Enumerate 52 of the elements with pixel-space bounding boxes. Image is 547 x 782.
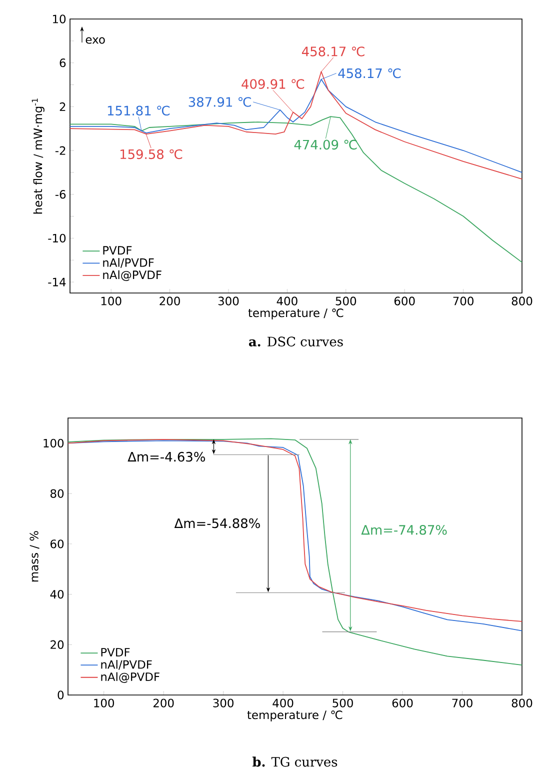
text: b. TG curves <box>252 756 338 767</box>
x-axis-title: temperature / ℃ <box>248 308 344 320</box>
x-tick-label: 300 <box>218 296 239 306</box>
x-tick-label: 100 <box>101 296 122 306</box>
annotation: 151.81 ℃ <box>108 106 170 116</box>
y-tick-label: 40 <box>50 590 64 599</box>
x-tick-label: 500 <box>336 296 356 306</box>
x-tick-label: 600 <box>392 698 413 708</box>
annotation: 387.91 ℃ <box>188 97 251 107</box>
x-tick-label: 200 <box>153 698 174 708</box>
y-tick-label: 2 <box>60 102 66 111</box>
y-axis-title: mass / % <box>30 531 40 582</box>
x-axis-title: temperature / ℃ <box>247 710 342 722</box>
x-tick-label: 300 <box>213 698 234 708</box>
x-tick-label: 700 <box>452 698 472 708</box>
x-tick-label: 200 <box>160 296 180 306</box>
legend-label: nAl@PVDF <box>101 672 160 683</box>
y-tick-label: 10 <box>53 14 66 24</box>
annotation: exo <box>86 37 105 44</box>
x-tick-label: 700 <box>453 296 474 306</box>
x-tick-label: 600 <box>394 296 415 306</box>
annotation: 458.17 ℃ <box>302 46 364 56</box>
legend-label: nAl@PVDF <box>103 270 162 282</box>
x-tick-label: 500 <box>332 698 353 708</box>
text: a. DSC curves <box>248 336 343 346</box>
annotation: 458.17 ℃ <box>338 68 401 78</box>
legend-label: PVDF <box>101 648 130 656</box>
annotation: 409.91 ℃ <box>242 79 304 89</box>
annotation: 474.09 ℃ <box>294 140 357 150</box>
annotation: Δm=-4.63% <box>128 452 206 462</box>
y-tick-label: 100 <box>44 438 64 448</box>
x-tick-label: 800 <box>512 296 532 306</box>
y-tick-label: 60 <box>50 540 64 548</box>
annotation: Δm=-74.87% <box>361 525 447 535</box>
y-tick-label: 80 <box>50 489 64 498</box>
x-tick-label: 100 <box>94 698 114 708</box>
y-tick-label: 20 <box>50 640 64 649</box>
y-tick-label: 0 <box>58 690 64 700</box>
y-tick-label: 6 <box>60 58 66 68</box>
y-tick-label: -6 <box>55 190 66 199</box>
annotation: Δm=-54.88% <box>174 518 260 528</box>
x-tick-label: 400 <box>276 296 298 306</box>
legend-label: nAl/PVDF <box>101 660 152 670</box>
y-axis-title: heat flow / mW·mg$^{-1}$ <box>32 98 44 214</box>
y-tick-label: -2 <box>55 146 66 155</box>
legend-label: nAl/PVDF <box>103 258 154 268</box>
x-tick-label: 800 <box>512 698 532 708</box>
y-tick-label: -10 <box>48 234 66 243</box>
legend-label: PVDF <box>103 246 132 255</box>
annotation: 159.58 ℃ <box>120 149 182 160</box>
y-tick-label: -14 <box>48 278 66 286</box>
x-tick-label: 400 <box>272 698 294 708</box>
